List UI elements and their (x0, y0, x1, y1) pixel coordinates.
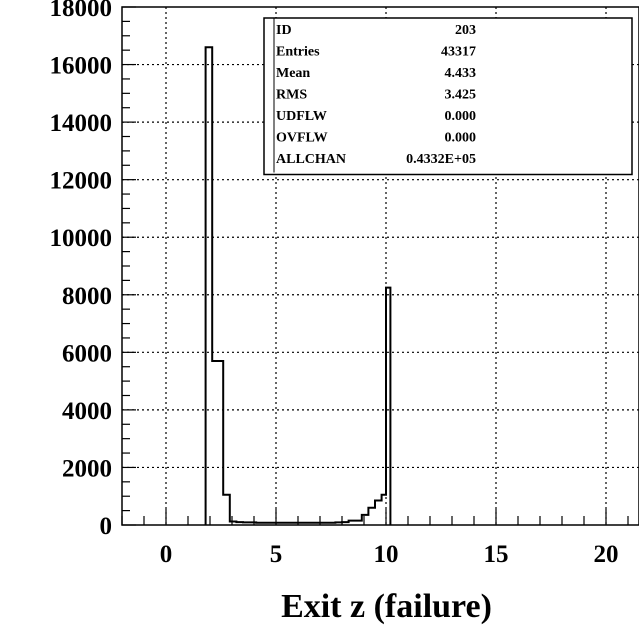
stats-value: 203 (455, 23, 476, 38)
y-tick-label: 18000 (50, 0, 113, 22)
x-tick-label: 0 (160, 541, 173, 568)
stats-value: 43317 (441, 45, 476, 60)
y-tick-label: 6000 (62, 340, 112, 367)
y-tick-label: 16000 (50, 53, 113, 80)
stats-value: 4.433 (445, 66, 477, 81)
stats-value: 0.000 (445, 109, 477, 124)
stats-label: RMS (276, 88, 307, 103)
stats-value: 0.4332E+05 (406, 152, 476, 167)
stats-value: 3.425 (445, 88, 477, 103)
y-tick-label: 10000 (50, 225, 113, 252)
stats-box: ID 203 Entries 43317 Mean 4.433 RMS 3.425 UDFLW 0… (263, 17, 633, 176)
y-tick-label: 0 (100, 513, 113, 540)
x-axis-title: Exit z (failure) (281, 588, 492, 625)
y-tick-label: 8000 (62, 283, 112, 310)
histogram (204, 46, 392, 525)
y-tick-label: 2000 (62, 455, 112, 482)
stats-value: 0.000 (445, 131, 477, 146)
x-tick-label: 10 (374, 541, 399, 568)
y-tick-label: 14000 (50, 110, 113, 137)
x-tick-labels: 0 5 10 15 20 (160, 541, 619, 568)
x-tick-label: 15 (484, 541, 509, 568)
stats-label: OVFLW (276, 131, 328, 146)
y-tick-label: 4000 (62, 398, 112, 425)
plot-frame (121, 6, 639, 526)
y-tick-label: 12000 (50, 168, 113, 195)
stats-label: Mean (276, 66, 310, 81)
stats-label: UDFLW (276, 109, 327, 124)
stats-label: ID (276, 23, 292, 38)
stats-label: ALLCHAN (276, 152, 346, 167)
stats-label: Entries (276, 45, 320, 60)
x-tick-label: 5 (270, 541, 283, 568)
stats-box-frame (263, 17, 633, 176)
x-tick-label: 20 (594, 541, 619, 568)
histogram-outline (204, 46, 392, 525)
y-tick-labels: 0 2000 4000 6000 8000 10000 12000 14000 16000 180… (50, 0, 113, 540)
